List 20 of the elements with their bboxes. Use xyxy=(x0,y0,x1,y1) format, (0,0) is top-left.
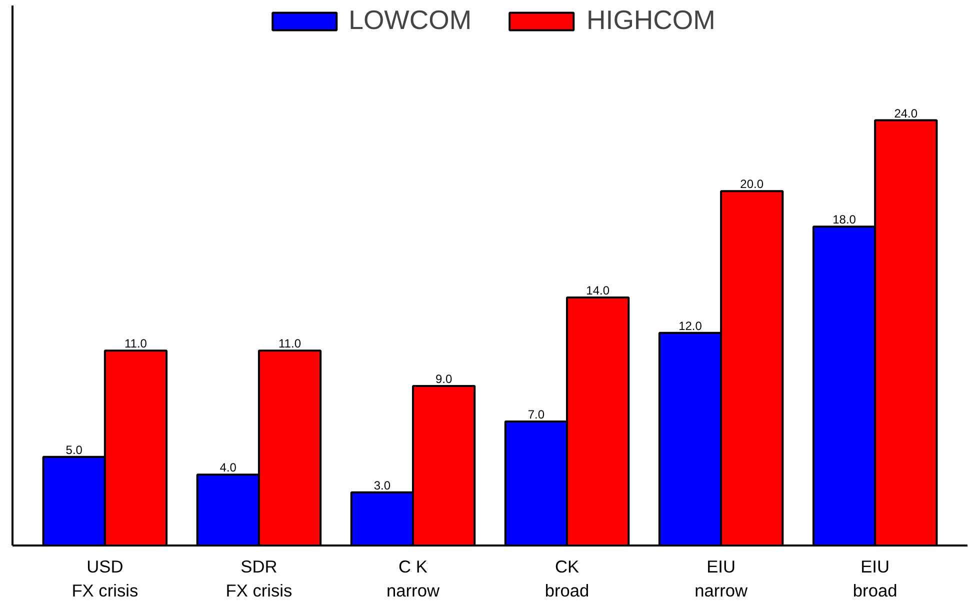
data-label: 14.0 xyxy=(586,283,610,298)
data-label: 4.0 xyxy=(220,460,237,475)
data-label: 9.0 xyxy=(435,372,452,386)
x-tick-label: CK broad xyxy=(544,556,590,600)
data-label: 11.0 xyxy=(124,336,148,351)
legend-label: LOWCOM xyxy=(348,5,472,36)
data-label: 3.0 xyxy=(374,478,391,492)
data-label: 5.0 xyxy=(66,442,83,457)
data-label: 20.0 xyxy=(740,177,764,192)
data-label: 11.0 xyxy=(278,336,302,351)
x-tick-label: C K narrow xyxy=(386,556,440,600)
data-label: 7.0 xyxy=(528,407,545,422)
x-tick-label: EIU broad xyxy=(852,556,898,600)
x-tick-label: SDR FX crisis xyxy=(226,556,292,600)
x-tick-label: EIU narrow xyxy=(694,556,748,600)
legend-label: HIGHCOM xyxy=(586,5,716,36)
x-tick-label: USD FX crisis xyxy=(72,556,138,600)
data-label: 24.0 xyxy=(894,106,918,120)
data-label: 18.0 xyxy=(832,212,856,227)
data-label: 12.0 xyxy=(678,318,702,333)
